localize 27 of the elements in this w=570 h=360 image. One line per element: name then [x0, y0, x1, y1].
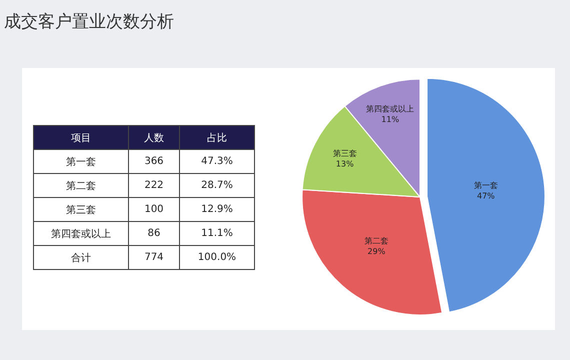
slice-label: 第二套 — [364, 236, 388, 246]
data-label: 86 — [128, 222, 180, 246]
text: 人数 — [128, 126, 180, 150]
data-label: 366 — [128, 150, 180, 174]
slice-label: 第四套或以上 — [366, 104, 414, 114]
data-label: 774 — [128, 246, 180, 270]
data-label: 11% — [381, 114, 400, 124]
data-label: 29% — [368, 247, 386, 256]
category-label: 第三套 — [34, 198, 128, 222]
category-label: 第二套 — [34, 174, 128, 198]
data-label: 28.7% — [180, 174, 254, 198]
data-label: 47% — [476, 191, 496, 200]
data-label: 13% — [336, 159, 354, 168]
category-label: 合计 — [34, 246, 128, 270]
text: 项目 — [34, 126, 128, 150]
text: 成交客户置业次数分析 — [4, 11, 174, 33]
data-label: 47.3% — [180, 150, 254, 174]
text: 占比 — [180, 126, 254, 150]
data-label: 222 — [128, 174, 180, 198]
data-label: 100.0% — [180, 246, 254, 270]
category-label: 第一套 — [34, 150, 128, 174]
slice-label: 第一套 — [474, 181, 498, 190]
data-label: 11.1% — [180, 222, 254, 246]
slice-label: 第三套 — [332, 148, 357, 158]
category-label: 第四套或以上 — [34, 222, 128, 246]
data-label: 100 — [128, 198, 180, 222]
data-label: 12.9% — [180, 198, 254, 222]
